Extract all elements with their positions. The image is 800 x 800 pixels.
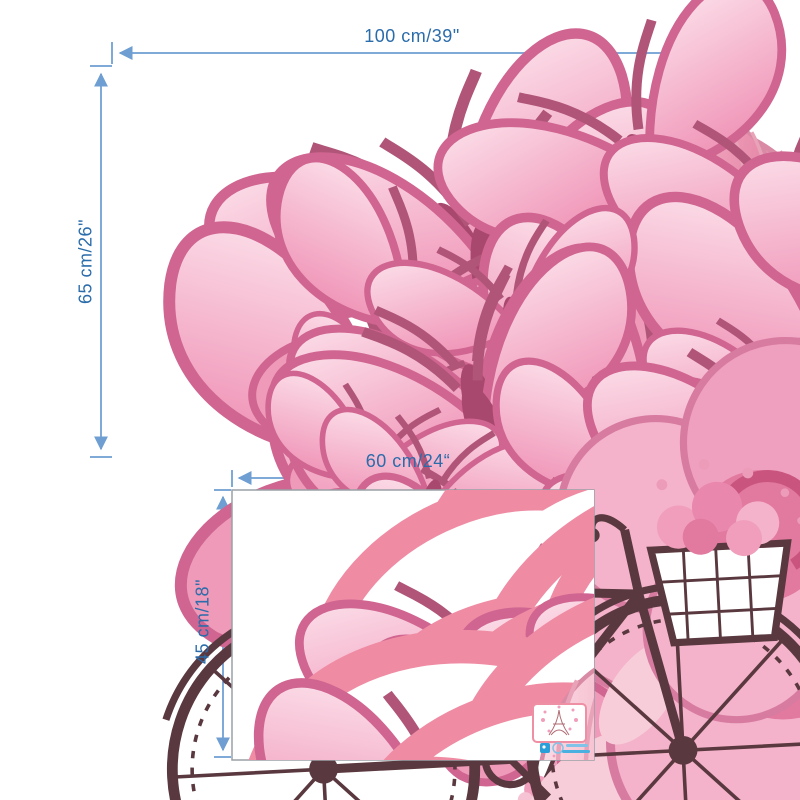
brand-logo xyxy=(540,742,590,758)
mini-tower-sticker xyxy=(532,703,587,743)
top-width-label: 100 cm/39" xyxy=(364,26,460,46)
top-height-label: 65 cm/26" xyxy=(75,219,96,304)
sheet-height-label: 45 cm/18" xyxy=(192,579,213,664)
sheet-width-label: 60 cm/24“ xyxy=(365,451,451,471)
